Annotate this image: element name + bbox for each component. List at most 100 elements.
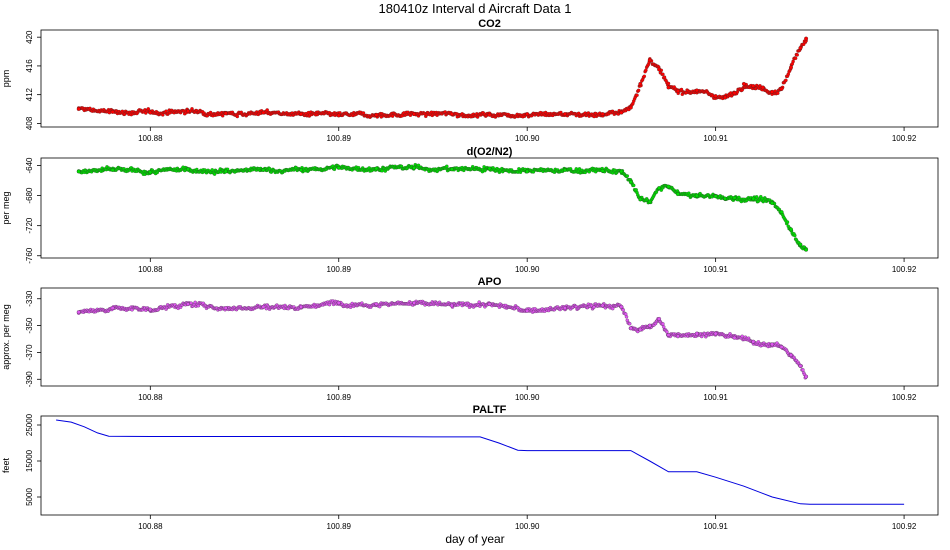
- data-point: [600, 168, 605, 173]
- data-point: [374, 112, 379, 117]
- x-axis-label: day of year: [445, 532, 504, 546]
- data-point: [412, 112, 417, 117]
- data-point: [751, 196, 756, 201]
- y-tick-label: -720: [25, 217, 34, 234]
- y-axis-label: ppm: [1, 70, 11, 88]
- panel-title: PALTF: [473, 404, 507, 416]
- data-point: [666, 184, 671, 189]
- data-point: [631, 183, 636, 188]
- data-point: [723, 196, 728, 201]
- data-point: [801, 368, 805, 372]
- data-point: [487, 112, 492, 117]
- figure-title: 180410z Interval d Aircraft Data 1: [379, 1, 572, 16]
- data-point: [374, 302, 379, 307]
- data-point: [675, 89, 680, 94]
- data-point: [412, 165, 417, 170]
- data-point: [619, 110, 624, 115]
- data-point: [657, 316, 662, 321]
- data-point: [804, 36, 809, 41]
- data-point: [261, 168, 266, 172]
- data-point: [628, 180, 633, 185]
- x-tick-label: 100.90: [515, 522, 540, 531]
- data-point: [628, 326, 633, 331]
- scatter-points: [76, 162, 809, 252]
- data-point: [798, 46, 803, 50]
- data-point: [751, 84, 756, 88]
- data-point: [487, 302, 492, 307]
- scatter-points: [76, 36, 809, 119]
- data-point: [694, 88, 699, 93]
- data-point: [793, 233, 797, 238]
- data-point: [779, 210, 784, 215]
- data-point: [798, 363, 803, 368]
- data-point: [445, 164, 449, 169]
- data-point: [525, 169, 530, 174]
- data-point: [223, 111, 228, 116]
- y-axis-label: feet: [1, 457, 11, 473]
- data-point: [336, 113, 341, 118]
- y-tick-label: -370: [25, 344, 34, 361]
- data-point: [619, 169, 624, 174]
- data-point: [299, 112, 304, 117]
- data-point: [661, 322, 665, 326]
- data-point: [694, 331, 699, 336]
- x-tick-label: 100.89: [327, 393, 352, 402]
- y-tick-label: 5000: [25, 488, 34, 506]
- data-point: [621, 308, 625, 312]
- data-point: [760, 85, 765, 90]
- data-point: [148, 170, 153, 175]
- y-axis-label: per meg: [1, 191, 11, 224]
- x-tick-label: 100.92: [892, 134, 917, 143]
- y-tick-label: -760: [25, 247, 34, 264]
- data-point: [76, 169, 81, 174]
- data-point: [647, 199, 652, 204]
- data-point: [666, 333, 671, 337]
- x-tick-label: 100.91: [703, 393, 728, 402]
- data-point: [644, 68, 648, 72]
- data-point: [525, 308, 530, 313]
- data-point: [148, 307, 153, 312]
- data-point: [661, 72, 665, 77]
- panel-title: CO2: [478, 18, 501, 30]
- data-point: [636, 88, 641, 93]
- data-point: [675, 334, 680, 339]
- data-point: [647, 58, 652, 63]
- panel-2: d(O2/N2) per meg 100.88 100.89 100.90 100.91 1…: [1, 146, 939, 274]
- data-point: [110, 306, 115, 311]
- x-tick-label: 100.90: [515, 393, 540, 402]
- data-point: [600, 303, 605, 308]
- data-point: [600, 112, 605, 117]
- data-point: [789, 353, 793, 358]
- y-tick-label: 416: [25, 59, 34, 73]
- x-tick-label: 100.90: [515, 265, 540, 274]
- data-point: [657, 186, 662, 191]
- y-tick-label: -330: [25, 290, 34, 307]
- x-tick-label: 100.91: [703, 134, 728, 143]
- plot-frame: [40, 29, 939, 128]
- data-point: [785, 220, 790, 224]
- x-tick-label: 100.89: [327, 134, 352, 143]
- data-point: [665, 330, 669, 334]
- data-point: [784, 78, 788, 83]
- plot-frame: [40, 157, 939, 259]
- data-point: [186, 302, 190, 307]
- data-point: [779, 345, 784, 350]
- data-point: [791, 59, 795, 64]
- data-point: [647, 323, 652, 328]
- data-point: [638, 327, 643, 332]
- data-point: [642, 74, 647, 79]
- scatter-points: [76, 299, 809, 380]
- data-point: [562, 112, 567, 117]
- data-point: [449, 167, 454, 172]
- data-point: [299, 304, 304, 309]
- data-point: [723, 95, 728, 100]
- data-point: [770, 342, 775, 347]
- x-tick-label: 100.91: [703, 522, 728, 531]
- x-tick-label: 100.88: [138, 393, 163, 402]
- data-point: [374, 166, 379, 171]
- y-tick-label: 412: [25, 87, 34, 101]
- y-tick-label: -680: [25, 187, 34, 204]
- data-point: [449, 112, 454, 117]
- data-point: [804, 374, 809, 379]
